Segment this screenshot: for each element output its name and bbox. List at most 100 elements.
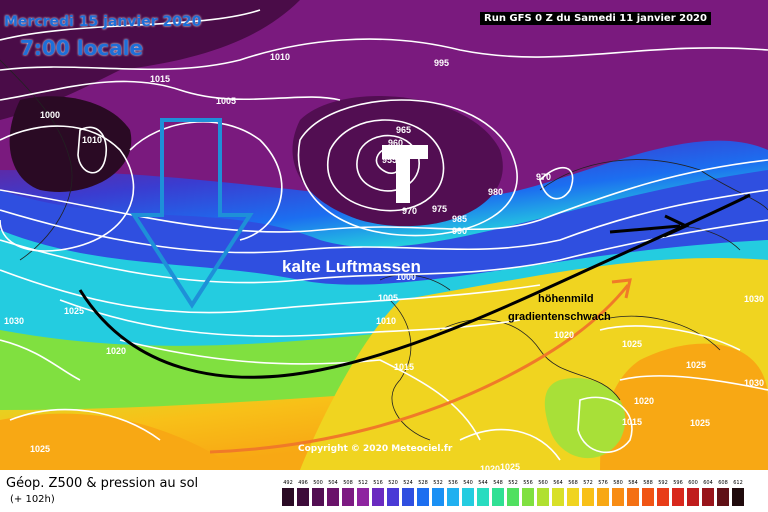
isobar-label: 1025	[686, 360, 706, 370]
legend-swatch	[627, 488, 639, 506]
legend-label: 556	[523, 480, 533, 486]
isobars	[0, 9, 768, 461]
legend-swatch	[552, 488, 564, 506]
legend-swatch	[642, 488, 654, 506]
legend-swatch	[492, 488, 504, 506]
legend-swatch	[387, 488, 399, 506]
isobar-label: 975	[432, 204, 447, 214]
legend-swatch	[447, 488, 459, 506]
cold-air-arrow	[130, 118, 254, 309]
legend-swatch	[312, 488, 324, 506]
cold-air-label: kalte Luftmassen	[282, 257, 421, 276]
copyright: Copyright © 2020 Meteociel.fr	[298, 444, 453, 454]
band-orange-southwest	[0, 413, 240, 470]
isobar-label: 1010	[82, 135, 102, 145]
isobar-label: 1020	[480, 464, 500, 470]
isobar-label: 980	[488, 187, 503, 197]
band-dark-purple	[0, 0, 300, 120]
legend-label: 540	[463, 480, 473, 486]
weather-map: 1015 1010 995 1005 1000 1010 965 960 955…	[0, 0, 768, 470]
legend-swatch	[687, 488, 699, 506]
mild-label-line1: höhenmild	[538, 293, 594, 305]
legend-swatch	[657, 488, 669, 506]
isobar-label: 1015	[394, 362, 414, 372]
low-marker-stem	[396, 145, 410, 203]
band-cyan	[0, 230, 768, 364]
legend-swatch	[732, 488, 744, 506]
legend-swatch	[357, 488, 369, 506]
legend-swatch	[597, 488, 609, 506]
legend-label: 500	[313, 480, 323, 486]
legend-swatch	[282, 488, 294, 506]
footer-subtitle: (+ 102h)	[10, 494, 55, 505]
isobar-label: 1025	[64, 306, 84, 316]
legend-label: 528	[418, 480, 428, 486]
legend-swatch	[372, 488, 384, 506]
isobar-label: 1000	[40, 110, 60, 120]
isobar-label: 1010	[270, 52, 290, 62]
band-orange-east	[600, 343, 768, 470]
isobar-label: 1010	[376, 316, 396, 326]
isobar-label: 1005	[216, 96, 236, 106]
isobar-label: 1000	[396, 272, 416, 282]
isobar-label: 1015	[150, 74, 170, 84]
isobar-labels: 1015 1010 995 1005 1000 1010 965 960 955…	[4, 52, 764, 470]
legend-label: 576	[598, 480, 608, 486]
legend-swatch	[432, 488, 444, 506]
legend-swatch	[507, 488, 519, 506]
footer-panel: Géop. Z500 & pression au sol (+ 102h)	[0, 470, 768, 512]
isobar-label: 1020	[634, 396, 654, 406]
isobar-label: 995	[434, 58, 449, 68]
mild-label-line2: gradientenschwach	[508, 311, 611, 323]
legend-swatch	[327, 488, 339, 506]
legend-label: 548	[493, 480, 503, 486]
isobar-label: 1030	[744, 378, 764, 388]
legend-label: 560	[538, 480, 548, 486]
isobar-label: 960	[388, 138, 403, 148]
isobar-label: 990	[452, 226, 467, 236]
legend-swatch	[672, 488, 684, 506]
isobar-label: 1025	[690, 418, 710, 428]
legend-swatch	[462, 488, 474, 506]
legend-swatch	[477, 488, 489, 506]
jet-arrow-shaft	[609, 224, 681, 234]
legend-swatch	[582, 488, 594, 506]
legend-label: 504	[328, 480, 338, 486]
isobar-label: 1030	[4, 316, 24, 326]
legend-label: 568	[568, 480, 578, 486]
isobar-label: 985	[452, 214, 467, 224]
legend-label: 592	[658, 480, 668, 486]
warm-air-arrowhead	[611, 278, 632, 299]
legend-label: 544	[478, 480, 488, 486]
legend-label: 552	[508, 480, 518, 486]
isobar-label: 1025	[622, 339, 642, 349]
legend-swatch	[537, 488, 549, 506]
isobar-label: 955	[382, 155, 397, 165]
legend-label: 604	[703, 480, 713, 486]
isobar-label: 1030	[744, 294, 764, 304]
legend-label: 520	[388, 480, 398, 486]
valid-date: Mercredi 15 janvier 2020	[4, 14, 202, 30]
legend-swatch	[402, 488, 414, 506]
isobar-label: 1025	[30, 444, 50, 454]
isobar-label: 970	[402, 206, 417, 216]
legend-label: 492	[283, 480, 293, 486]
legend-swatch	[522, 488, 534, 506]
warm-air-arrow-line	[209, 284, 630, 454]
legend-label: 588	[643, 480, 653, 486]
isobar-label: 1005	[378, 293, 398, 303]
legend-swatch	[342, 488, 354, 506]
legend-swatch	[297, 488, 309, 506]
legend-label: 572	[583, 480, 593, 486]
isobar-label: 1015	[622, 417, 642, 427]
isobar-label: 1020	[106, 346, 126, 356]
legend-label: 564	[553, 480, 563, 486]
legend-swatch	[567, 488, 579, 506]
model-run-info: Run GFS 0 Z du Samedi 11 janvier 2020	[480, 12, 711, 25]
legend-label: 596	[673, 480, 683, 486]
isobar-label: 970	[536, 172, 551, 182]
legend-swatch	[417, 488, 429, 506]
legend-swatch	[717, 488, 729, 506]
footer-title: Géop. Z500 & pression au sol	[6, 476, 199, 491]
